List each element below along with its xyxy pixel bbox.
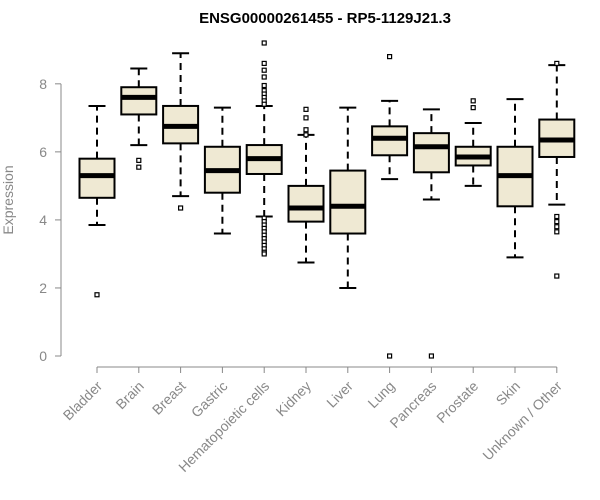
y-tick-label: 2	[39, 280, 47, 296]
outlier-point	[303, 106, 309, 112]
x-tick-label-unknown-other: Unknown / Other	[479, 378, 565, 464]
outlier-point	[387, 54, 393, 60]
outlier-point	[554, 60, 560, 67]
iqr-box	[78, 157, 116, 199]
outlier-point	[554, 273, 560, 279]
outlier-point	[303, 127, 309, 133]
chart-title: ENSG00000261455 - RP5-1129J21.3	[199, 10, 451, 27]
y-tick-label: 4	[39, 212, 47, 228]
outlier-point	[261, 60, 267, 67]
outlier-point	[470, 98, 476, 104]
box-group-prostate	[454, 98, 492, 187]
box-group-kidney	[287, 106, 325, 264]
outlier-point	[261, 74, 267, 80]
outlier-point	[261, 101, 267, 107]
y-axis: 0 2 4 6 8	[39, 76, 62, 364]
outlier-point	[554, 219, 560, 225]
outlier-point	[261, 40, 267, 46]
outlier-point	[261, 67, 267, 73]
y-tick-label: 6	[39, 144, 47, 160]
boxes-layer	[78, 40, 576, 359]
iqr-box	[329, 169, 367, 235]
iqr-box	[120, 86, 158, 116]
x-tick-label-lung: Lung	[364, 378, 397, 411]
box-group-liver	[329, 106, 367, 289]
x-tick-label-prostate: Prostate	[433, 378, 481, 426]
outlier-point	[136, 157, 142, 163]
x-tick-label-skin: Skin	[493, 378, 524, 409]
x-tick-label-breast: Breast	[149, 378, 189, 418]
iqr-box	[287, 184, 325, 223]
outlier-point	[261, 251, 267, 257]
x-tick-label-liver: Liver	[323, 378, 356, 411]
outlier-point	[387, 353, 393, 359]
box-group-hematopoietic-cells	[245, 40, 283, 257]
outlier-point	[303, 132, 309, 138]
outlier-point	[554, 213, 560, 220]
outlier-point	[94, 292, 100, 298]
x-tick-label-bladder: Bladder	[60, 378, 106, 424]
iqr-box	[412, 132, 450, 174]
x-tick-label-kidney: Kidney	[273, 378, 315, 420]
outlier-point	[261, 82, 267, 89]
box-group-lung	[371, 54, 409, 359]
y-tick-label: 8	[39, 76, 47, 92]
outlier-point	[428, 353, 434, 359]
box-group-brain	[120, 67, 158, 170]
outlier-point	[136, 164, 142, 170]
box-group-skin	[496, 98, 534, 259]
outlier-point	[303, 115, 309, 121]
box-group-breast	[162, 52, 200, 211]
y-tick-label: 0	[39, 348, 47, 364]
outlier-point	[554, 229, 560, 235]
box-group-bladder	[78, 104, 116, 298]
outlier-point	[470, 105, 476, 111]
outlier-point	[178, 205, 184, 211]
y-axis-label: Expression	[0, 165, 16, 234]
iqr-box	[371, 125, 409, 157]
box-group-unknown-other	[538, 60, 576, 279]
x-tick-label-brain: Brain	[112, 378, 146, 412]
box-group-pancreas	[412, 108, 450, 359]
box-group-gastric	[203, 106, 241, 235]
outlier-point	[554, 224, 560, 230]
